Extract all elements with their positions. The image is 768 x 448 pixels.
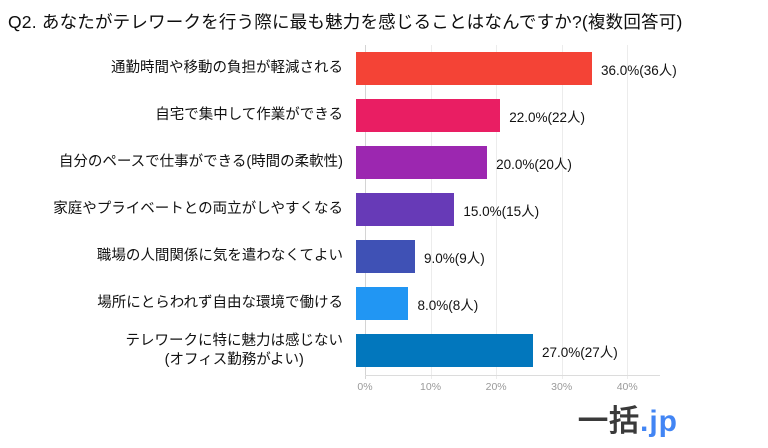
bar (356, 193, 455, 226)
category-label: 家庭やプライベートとの両立がしやすくなる (53, 201, 343, 218)
value-label: 20.0%(20人) (496, 156, 572, 172)
bar-row: 通勤時間や移動の負担が軽減される 36.0%(36人) (0, 45, 768, 92)
logo: 一括.jp (578, 396, 678, 440)
value-label: 9.0%(9人) (424, 250, 485, 266)
category-label-cell: 自宅で集中して作業ができる (0, 92, 355, 139)
logo-text-suffix: .jp (640, 405, 678, 438)
value-label: 36.0%(36人) (601, 62, 677, 78)
x-axis-baseline (365, 375, 660, 376)
bar-row: 自分のペースで仕事ができる(時間の柔軟性) 20.0%(20人) (0, 139, 768, 186)
value-label: 27.0%(27人) (542, 344, 618, 360)
bar-row: テレワークに特に魅力は感じない (オフィス勤務がよい) 27.0%(27人) (0, 327, 768, 374)
bar (356, 287, 409, 320)
value-label: 15.0%(15人) (463, 203, 540, 219)
plot-cell: 22.0%(22人) (355, 92, 768, 139)
bar (356, 146, 488, 179)
bar (356, 334, 533, 367)
value-label: 22.0%(22人) (509, 109, 586, 125)
gridline (496, 45, 497, 379)
chart-rows: 通勤時間や移動の負担が軽減される 36.0%(36人) 自宅で集中して作業ができる 2… (0, 45, 768, 374)
plot-cell: 27.0%(27人) (355, 327, 768, 374)
bar (356, 52, 592, 85)
x-tick-label: 30% (551, 381, 573, 393)
x-tick-label: 40% (616, 381, 638, 393)
value-label: 8.0%(8人) (417, 297, 479, 313)
bar-chart: 通勤時間や移動の負担が軽減される 36.0%(36人) 自宅で集中して作業ができる 2… (0, 45, 768, 400)
category-label: 通勤時間や移動の負担が軽減される (111, 60, 343, 77)
plot-cell: 9.0%(9人) (355, 233, 768, 280)
plot-cell: 20.0%(20人) (355, 139, 768, 186)
category-label-cell: 職場の人間関係に気を遣わなくてよい (0, 233, 355, 280)
category-label: 場所にとらわれず自由な環境で働ける (97, 295, 343, 312)
category-label: 職場の人間関係に気を遣わなくてよい (96, 248, 343, 265)
bar-row: 家庭やプライベートとの両立がしやすくなる 15.0%(15人) (0, 186, 768, 233)
x-tick-label: 20% (485, 381, 507, 393)
bar-row: 職場の人間関係に気を遣わなくてよい 9.0%(9人) (0, 233, 768, 280)
plot-cell: 8.0%(8人) (355, 280, 768, 327)
logo-text-main: 一括 (578, 405, 640, 438)
bar (356, 240, 415, 273)
category-label-cell: テレワークに特に魅力は感じない (オフィス勤務がよい) (0, 327, 355, 374)
gridline (562, 45, 563, 379)
bar-row: 自宅で集中して作業ができる 22.0%(22人) (0, 92, 768, 139)
x-tick-label: 10% (420, 381, 442, 393)
bar-row: 場所にとらわれず自由な環境で働ける 8.0%(8人) (0, 280, 768, 327)
category-label-cell: 場所にとらわれず自由な環境で働ける (0, 280, 355, 327)
category-label: テレワークに特に魅力は感じない (オフィス勤務がよい) (125, 333, 344, 368)
category-label: 自宅で集中して作業ができる (155, 107, 343, 124)
category-label-cell: 自分のペースで仕事ができる(時間の柔軟性) (0, 139, 355, 186)
category-label-cell: 通勤時間や移動の負担が軽減される (0, 45, 355, 92)
x-tick-label: 0% (357, 381, 373, 393)
page-title: Q2. あなたがテレワークを行う際に最も魅力を感じることはなんですか?(複数回答… (8, 12, 683, 32)
bar (356, 99, 501, 132)
category-label-cell: 家庭やプライベートとの両立がしやすくなる (0, 186, 355, 233)
plot-cell: 36.0%(36人) (355, 45, 768, 92)
plot-cell: 15.0%(15人) (355, 186, 768, 233)
category-label: 自分のペースで仕事ができる(時間の柔軟性) (58, 154, 343, 171)
gridline (627, 45, 628, 379)
